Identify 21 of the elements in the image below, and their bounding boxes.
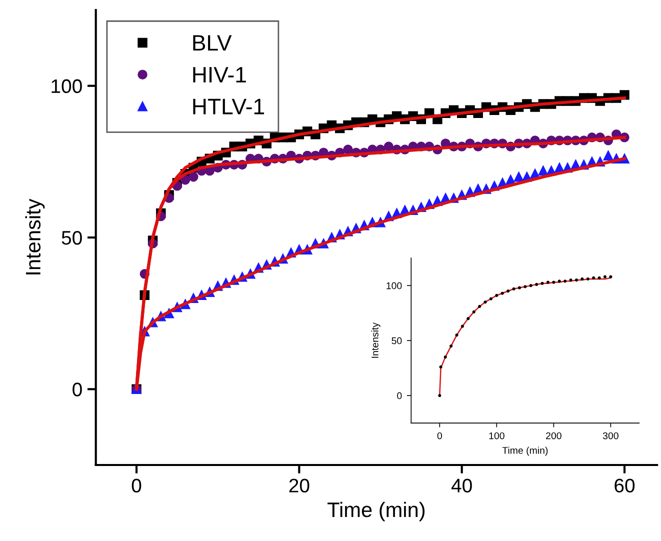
x-tick-label: 0: [437, 432, 442, 440]
y-axis-title: Intensity: [25, 198, 45, 274]
x-tick-label: 0: [132, 478, 142, 492]
y-tick-label: 0: [397, 392, 402, 400]
y-tick-label: 50: [62, 230, 82, 245]
x-axis-title: Time (min): [502, 446, 548, 456]
x-tick-label: 300: [602, 432, 618, 440]
x-axis-title: Time (min): [328, 502, 425, 522]
legend-label: HTLV-1: [193, 98, 264, 114]
y-tick-label: 50: [392, 337, 402, 344]
x-tick-label: 40: [451, 478, 472, 492]
legend-label: HIV-1: [193, 67, 246, 82]
x-tick-label: 200: [546, 432, 562, 440]
x-tick-label: 60: [614, 478, 635, 492]
legend-label: BLV: [193, 35, 232, 51]
x-tick-label: 100: [489, 432, 504, 440]
y-tick-label: 100: [386, 282, 402, 290]
x-tick-label: 20: [289, 478, 310, 492]
y-tick-label: 0: [72, 382, 82, 396]
y-tick-label: 100: [52, 79, 82, 94]
y-axis-title: Intensity: [371, 322, 380, 358]
